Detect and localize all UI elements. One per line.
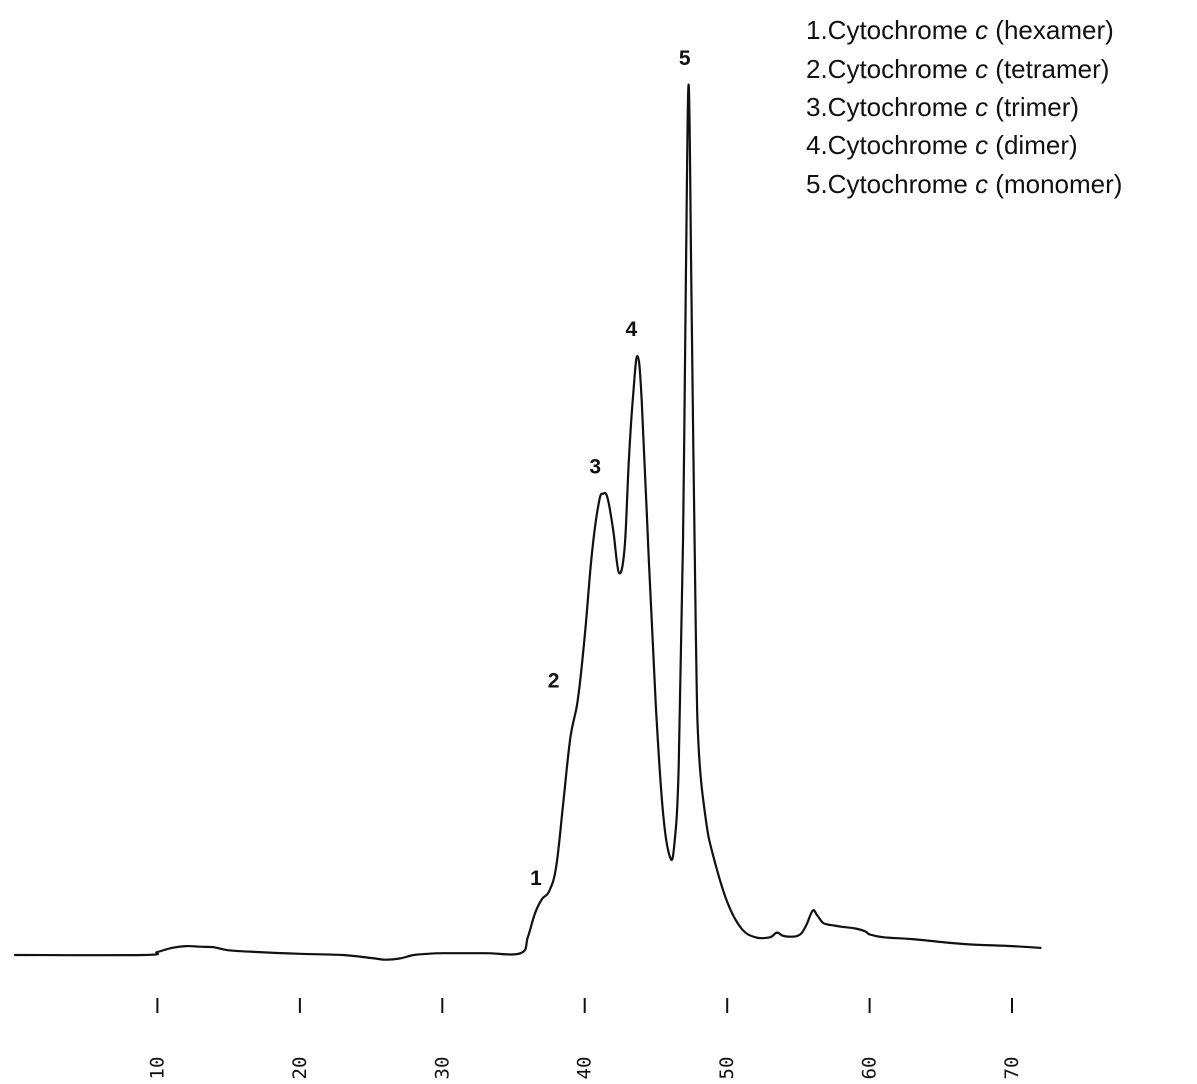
x-axis: 10 20 30 40 50 60 70 bbox=[146, 998, 1023, 1079]
legend-item-3: 3.Cytochrome c (trimer) bbox=[806, 92, 1079, 122]
chromatogram-trace bbox=[13, 83, 1042, 961]
trace-layer bbox=[13, 83, 1042, 961]
peak-label-layer: 1 2 3 4 5 bbox=[530, 47, 691, 890]
x-tick-label-40: 40 bbox=[574, 1057, 596, 1080]
peak-label-5: 5 bbox=[679, 47, 691, 70]
x-tick-label-20: 20 bbox=[289, 1057, 311, 1080]
legend-item-1: 1.Cytochrome c (hexamer) bbox=[806, 15, 1114, 45]
peak-label-3: 3 bbox=[589, 456, 601, 479]
legend-item-4: 4.Cytochrome c (dimer) bbox=[806, 130, 1078, 160]
legend: 1.Cytochrome c (hexamer) 2.Cytochrome c … bbox=[806, 15, 1122, 199]
x-tick-label-70: 70 bbox=[1001, 1057, 1023, 1080]
x-tick-label-60: 60 bbox=[859, 1057, 881, 1080]
peak-label-4: 4 bbox=[626, 318, 638, 341]
x-tick-label-10: 10 bbox=[146, 1057, 168, 1080]
peak-label-2: 2 bbox=[548, 669, 560, 692]
legend-item-2: 2.Cytochrome c (tetramer) bbox=[806, 54, 1109, 84]
x-tick-label-30: 30 bbox=[431, 1057, 453, 1080]
peak-label-1: 1 bbox=[530, 867, 542, 890]
legend-item-5: 5.Cytochrome c (monomer) bbox=[806, 169, 1122, 199]
x-tick-label-50: 50 bbox=[716, 1057, 738, 1080]
